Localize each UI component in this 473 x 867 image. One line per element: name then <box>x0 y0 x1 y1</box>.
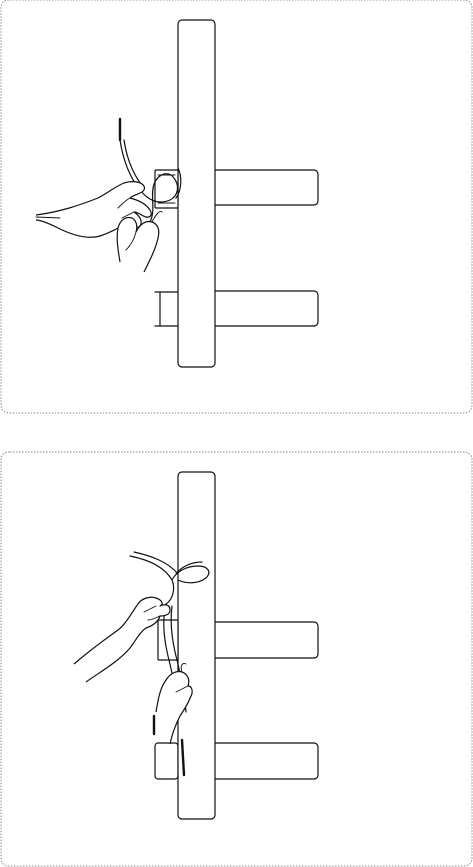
lower-crossbar <box>204 290 319 327</box>
left-hand <box>73 596 171 683</box>
right-hand <box>155 663 193 745</box>
upper-crossbar <box>204 621 319 659</box>
panel-step-1 <box>0 0 473 414</box>
post <box>177 19 216 368</box>
upper-crossbar <box>204 169 319 206</box>
lower-bracket <box>154 742 179 780</box>
panel-frame <box>0 0 473 414</box>
right-hand <box>116 211 163 273</box>
mounting-bracket <box>157 619 179 661</box>
lower-bracket <box>154 291 179 327</box>
panel-frame <box>0 451 473 867</box>
panel-step-2 <box>0 451 473 867</box>
lower-crossbar <box>204 742 319 780</box>
